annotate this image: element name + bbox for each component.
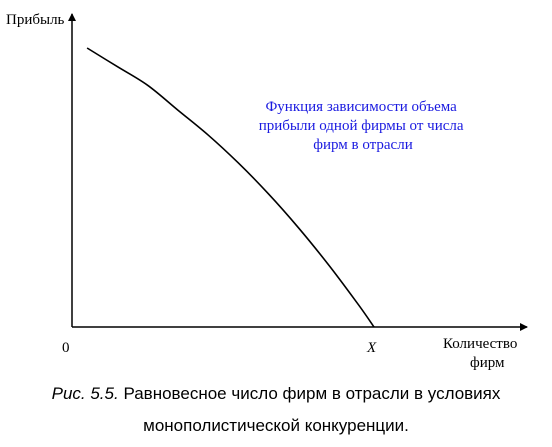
caption-line-1: Рис. 5.5. Равновесное число фирм в отрас… <box>0 378 552 410</box>
caption-line-2: монополистической конкуренции. <box>143 416 409 435</box>
profit-chart: Прибыль 0 X Количество фирм Функция зави… <box>6 12 528 370</box>
origin-label: 0 <box>62 340 70 356</box>
profit-curve <box>86 47 375 328</box>
x-axis-label-line-2: фирм <box>470 355 505 370</box>
x-axis-label: Количество фирм <box>443 336 521 370</box>
figure-caption: Рис. 5.5. Равновесное число фирм в отрас… <box>0 378 552 442</box>
annotation-line-3: фирм в отрасли <box>313 137 412 153</box>
curve-annotation: Функция зависимости объема прибыли одной… <box>259 99 468 153</box>
caption-text-1: Равновесное число фирм в отрасли в услов… <box>118 384 501 403</box>
annotation-line-2: прибыли одной фирмы от числа <box>259 118 464 134</box>
annotation-line-1: Функция зависимости объема <box>265 99 457 115</box>
x-axis-label-line-1: Количество <box>443 336 517 352</box>
figure-number: Рис. 5.5. <box>51 384 119 403</box>
y-axis-label: Прибыль <box>6 12 65 28</box>
x-marker-label: X <box>366 340 377 356</box>
